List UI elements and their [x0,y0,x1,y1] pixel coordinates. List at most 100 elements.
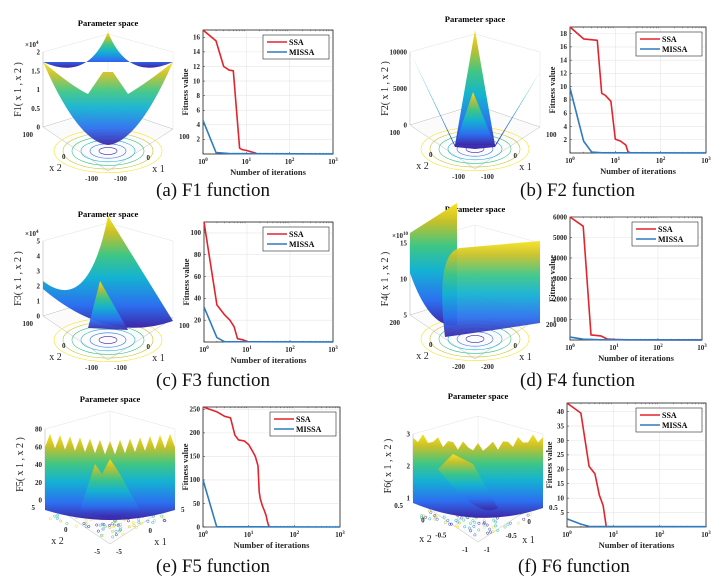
back-grid [475,34,540,52]
x-tick-label: 102 [290,531,300,539]
z-tick-label: 15 [400,240,408,248]
z-tick-label: 10000 [390,49,408,57]
x2-tick-label: 0.5 [394,502,403,510]
legend-label-ssa: SSA [658,225,673,234]
y-tick-label: 150 [190,453,201,461]
x1-tick-label: -5 [116,548,122,556]
y-tick-label: 4 [564,123,568,131]
y-tick-label: 4 [197,121,201,129]
x2-axis-label: x 2 [419,534,432,545]
legend-label-ssa: SSA [662,411,677,420]
y-tick-label: 2 [197,136,201,144]
contour-mark [523,518,525,520]
x2-tick-label: 200 [390,319,401,327]
back-grid [45,411,110,429]
y-tick-label: 8 [197,92,201,100]
x1-tick-label: 0 [527,518,531,526]
z-tick-label: 80 [35,426,43,434]
x-tick-label: 100 [198,158,208,166]
contour-mark [517,522,519,524]
z-tick-label: 3 [407,431,411,439]
y-tick-label: 2 [564,136,568,144]
x-tick-label: 103 [328,346,338,354]
legend-label-missa: MISSA [289,240,315,249]
x-tick-label: 102 [285,158,295,166]
legend-label-missa: MISSA [296,425,322,434]
x2-tick-label: 100 [23,320,34,328]
y-tick-label: 40 [194,295,202,303]
y-tick-label: 100 [190,476,201,484]
z-axis-label: F1( x 1 , x 2 ) [13,62,24,117]
back-grid [43,223,108,241]
z-tick-label: 10 [400,276,408,284]
contour-mark [160,515,162,517]
surface-plot-d: Parameter space 5 10 15×1010 200 0 -200 -200 0 20… [380,203,557,371]
contour-mark [429,518,431,520]
x1-tick-label: 5 [181,506,185,514]
x2-tick-label: 100 [390,129,401,137]
x2-axis-label: x 2 [49,163,62,174]
surface-plot-a: Parameter space00.511.52×1041000-100 -100… [13,18,190,183]
y-tick-label: 40 [557,408,565,416]
legend-label-ssa: SSA [289,230,304,239]
x2-axis-label: x 2 [49,352,62,363]
convergence-plot-a: 246810121416100 101 102 103Number of iterat… [180,30,338,177]
x-axis-label: Number of iterations [598,353,675,363]
y-axis-label: Fitness value [180,68,190,115]
caption-b: (b) F2 function [520,180,635,202]
x1-tick-label: -0.5 [506,532,518,540]
z-tick-label: 0 [37,124,41,132]
y-tick-label: 6 [564,110,568,118]
y-tick-label: 20 [557,466,565,474]
x-tick-label: 100 [562,531,572,539]
surface-title: Parameter space [80,394,141,404]
y-tick-label: 10 [560,83,568,91]
x-tick-label: 101 [609,344,619,352]
x2-tick-label: -1 [462,546,468,554]
z-tick-label: 0 [39,497,43,505]
contour-mark [147,520,149,522]
y-tick-label: 14 [193,48,201,56]
back-grid [413,416,478,434]
convergence-plot-c: 20406080100100 101 102 103Number of iterati… [181,222,338,365]
convergence-plot-d: 100020003000400050006000100 101 102 103Numb… [547,213,707,363]
x-tick-label: 103 [701,157,711,165]
x1-axis-label: x 1 [519,352,532,363]
z-tick-label: 1 [37,298,41,306]
x2-axis-label: x 2 [51,536,64,547]
x2-tick-label: -5 [94,548,100,556]
z-axis-label: F4( x 1 , x 2 ) [380,252,391,307]
y-tick-label: 12 [560,70,568,78]
x2-tick-label: 0 [429,151,433,159]
z-tick-label: 5000 [393,85,408,93]
x1-tick-label: 0.5 [549,504,558,512]
y-tick-label: 15 [557,480,565,488]
x1-tick-label: -100 [114,175,127,183]
x2-tick-label: 5 [32,504,36,512]
y-tick-label: 80 [194,251,202,259]
x2-tick-label: -100 [452,173,465,181]
y-tick-label: 8 [564,96,568,104]
z-tick-label: 60 [35,443,43,451]
x1-tick-label: -100 [481,173,494,181]
y-tick-label: 16 [560,43,568,51]
y-tick-label: 20 [194,316,202,324]
x-tick-label: 101 [611,157,621,165]
contour-mark [444,521,446,523]
surface-plot-b: Parameter space05000100001000-100 -100010… [380,14,557,181]
x2-tick-label: 0 [429,341,433,349]
y-tick-label: 6000 [553,213,568,221]
y-tick-label: 25 [557,451,565,459]
z-tick-label: 3 [37,268,41,276]
y-tick-label: 18 [560,30,568,38]
x2-tick-label: 0 [421,517,425,525]
x-tick-label: 101 [609,531,619,539]
x1-tick-label: 100 [179,322,190,330]
contour-mark [66,522,68,524]
z-axis-label: F6( x 1 , x 2 ) [383,439,394,494]
y-tick-label: 35 [557,422,565,430]
y-tick-label: 200 [190,429,201,437]
y-axis-label: Fitness value [547,255,557,302]
x1-axis-label: x 1 [519,162,532,173]
y-tick-label: 12 [193,63,201,71]
